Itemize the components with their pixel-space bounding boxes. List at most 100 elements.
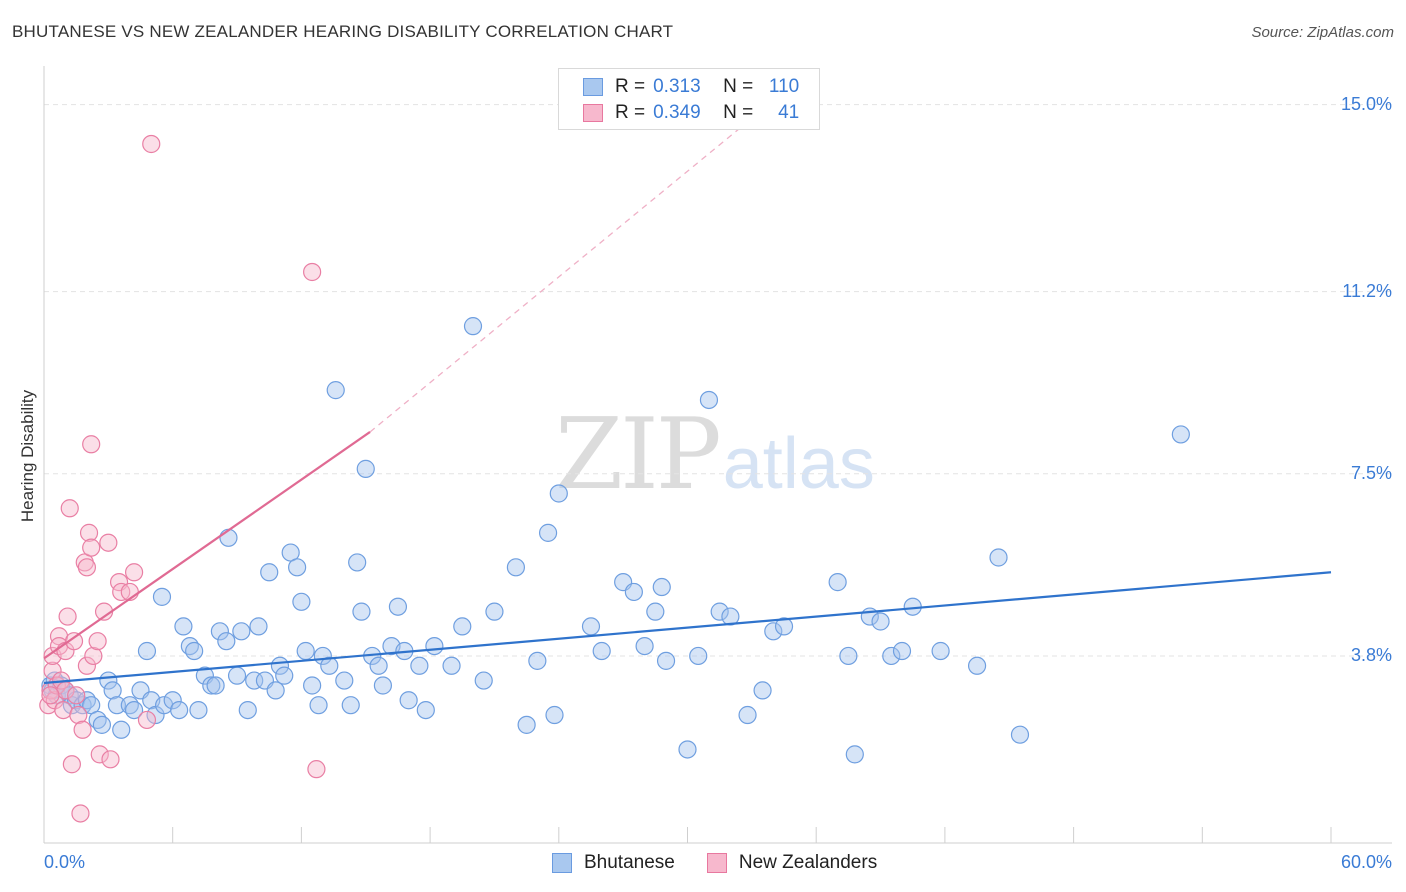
legend-label-bhutanese: Bhutanese bbox=[584, 852, 675, 873]
bhutanese-point bbox=[348, 553, 367, 572]
bhutanese-point bbox=[326, 381, 345, 400]
stats-row-bhutanese: R = 0.313 N = 110 bbox=[583, 74, 799, 100]
legend-swatch-new-zealanders bbox=[706, 853, 727, 873]
bhutanese-point bbox=[967, 656, 987, 675]
new-zealander-point bbox=[73, 720, 92, 739]
new-zealander-trend-line bbox=[43, 431, 371, 660]
bhutanese-point bbox=[931, 641, 950, 661]
n-value: 41 bbox=[778, 102, 800, 123]
new-zealander-point bbox=[99, 533, 118, 552]
bhutanese-point bbox=[678, 740, 697, 759]
watermark-atlas: atlas bbox=[722, 424, 875, 504]
bhutanese-point bbox=[839, 646, 858, 666]
bhutanese-point bbox=[635, 636, 654, 656]
bhutanese-point bbox=[581, 617, 601, 636]
bhutanese-point bbox=[260, 563, 279, 582]
bhutanese-point bbox=[227, 666, 247, 685]
bhutanese-point bbox=[245, 671, 264, 690]
new-zealander-trend-extension bbox=[369, 109, 763, 433]
bhutanese-point bbox=[1171, 425, 1190, 444]
bhutanese-point bbox=[764, 622, 783, 641]
bhutanese-point bbox=[152, 587, 172, 606]
n-value: 110 bbox=[768, 76, 800, 97]
series-legend: Bhutanese New Zealanders bbox=[552, 852, 909, 874]
bhutanese-point bbox=[425, 636, 444, 656]
r-label: R = bbox=[615, 76, 646, 97]
bhutanese-point bbox=[249, 617, 268, 636]
new-zealander-point bbox=[137, 710, 157, 730]
bhutanese-point bbox=[292, 592, 311, 611]
new-zealander-point bbox=[124, 563, 144, 582]
bhutanese-trend-line bbox=[43, 571, 1332, 685]
legend-swatch-bhutanese bbox=[552, 853, 572, 873]
new-zealander-point bbox=[58, 607, 77, 626]
bhutanese-point bbox=[892, 641, 912, 661]
bhutanese-point bbox=[774, 617, 794, 636]
chart-title: BHUTANESE VS NEW ZEALANDER HEARING DISAB… bbox=[12, 22, 674, 41]
watermark: ZIPatlas bbox=[555, 398, 875, 512]
bhutanese-point bbox=[871, 612, 890, 631]
y-tick-label: 11.2% bbox=[1342, 280, 1392, 301]
bhutanese-point bbox=[528, 651, 547, 670]
new-zealander-point bbox=[84, 646, 103, 666]
bhutanese-point bbox=[137, 641, 157, 661]
new-zealander-point bbox=[82, 435, 101, 454]
stats-legend: R = 0.313 N = 110 R = 0.349 N = 41 bbox=[558, 68, 820, 130]
bhutanese-point bbox=[352, 602, 371, 621]
bhutanese-point bbox=[828, 573, 847, 592]
legend-item-bhutanese[interactable]: Bhutanese bbox=[552, 852, 675, 874]
n-label: N = bbox=[723, 76, 754, 97]
new-zealander-point bbox=[303, 262, 322, 282]
bhutanese-point bbox=[103, 681, 122, 700]
bhutanese-point bbox=[388, 597, 408, 616]
y-tick-label: 3.8% bbox=[1350, 644, 1392, 665]
bhutanese-point bbox=[549, 484, 568, 503]
bhutanese-point bbox=[753, 681, 772, 700]
new-zealander-point bbox=[307, 760, 326, 779]
bhutanese-point bbox=[217, 632, 236, 651]
bhutanese-point bbox=[453, 617, 472, 636]
bhutanese-point bbox=[463, 317, 483, 336]
bhutanese-point bbox=[656, 651, 676, 670]
bhutanese-point bbox=[124, 700, 144, 720]
bhutanese-point bbox=[238, 700, 257, 720]
bhutanese-point bbox=[410, 656, 429, 675]
watermark-zip: ZIP bbox=[555, 398, 722, 512]
stats-row-new-zealanders: R = 0.349 N = 41 bbox=[583, 100, 799, 126]
bhutanese-point bbox=[202, 676, 221, 695]
bhutanese-point bbox=[112, 720, 131, 739]
bhutanese-point bbox=[474, 671, 493, 690]
bhutanese-point bbox=[545, 705, 564, 725]
r-value: 0.313 bbox=[653, 76, 701, 97]
bhutanese-point bbox=[416, 700, 435, 720]
n-label: N = bbox=[723, 102, 754, 123]
bhutanese-point bbox=[163, 691, 182, 710]
bhutanese-point bbox=[517, 715, 536, 734]
new-zealander-point bbox=[62, 755, 81, 774]
bhutanese-point bbox=[652, 577, 671, 597]
new-zealander-point bbox=[67, 686, 86, 705]
legend-item-new-zealanders[interactable]: New Zealanders bbox=[706, 852, 878, 874]
bhutanese-point bbox=[1010, 725, 1030, 744]
bhutanese-point bbox=[369, 656, 388, 675]
r-value: 0.349 bbox=[653, 102, 701, 123]
bhutanese-point bbox=[170, 700, 189, 720]
legend-label-new-zealanders: New Zealanders bbox=[738, 852, 878, 873]
new-zealander-point bbox=[79, 523, 99, 542]
bhutanese-point bbox=[335, 671, 354, 690]
bhutanese-point bbox=[845, 745, 864, 764]
bhutanese-point bbox=[303, 676, 322, 695]
bhutanese-point bbox=[356, 459, 375, 478]
new-zealanders-swatch bbox=[583, 104, 603, 122]
new-zealander-point bbox=[90, 745, 109, 764]
source-label: Source: ZipAtlas.com bbox=[1251, 24, 1394, 41]
x-tick-label-min: 0.0% bbox=[44, 852, 86, 872]
new-zealander-point bbox=[142, 134, 161, 154]
bhutanese-point bbox=[738, 705, 757, 725]
bhutanese-point bbox=[506, 558, 526, 577]
bhutanese-point bbox=[485, 602, 504, 621]
r-label: R = bbox=[615, 102, 646, 123]
bhutanese-point bbox=[219, 528, 238, 547]
bhutanese-point bbox=[721, 607, 740, 626]
